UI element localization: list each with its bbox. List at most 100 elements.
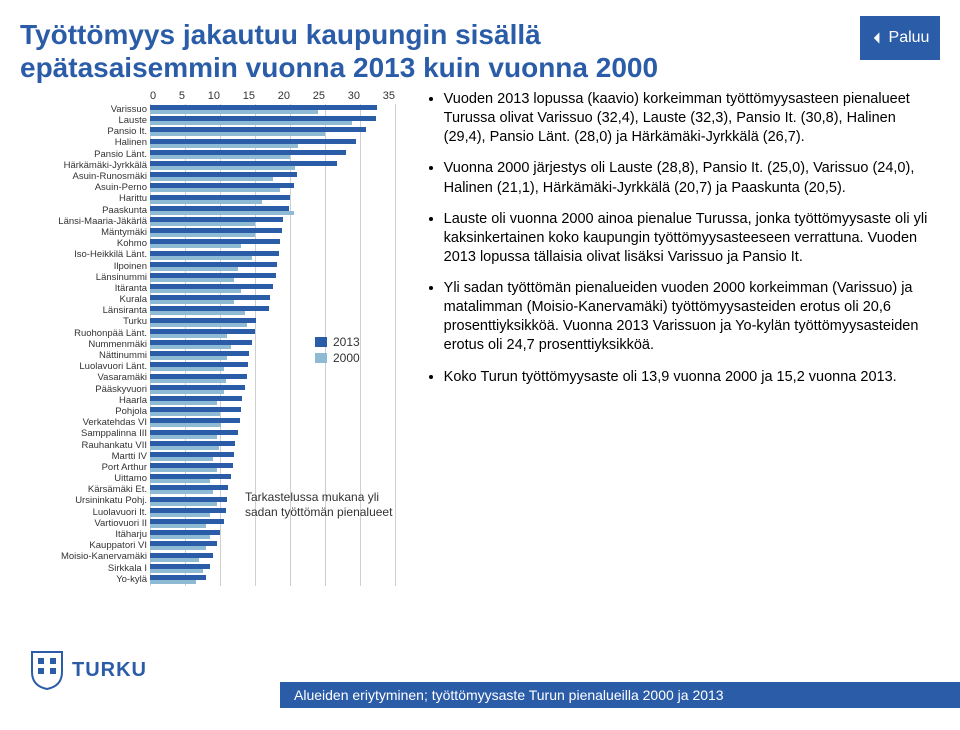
bar-2000: [150, 311, 245, 315]
bar-row: Sirkkala I: [20, 563, 416, 574]
bullet-item: Lauste oli vuonna 2000 ainoa pienalue Tu…: [444, 210, 940, 267]
bar-cell: [150, 182, 395, 193]
bar-cell: [150, 272, 395, 283]
bar-2000: [150, 502, 217, 506]
bar-cell: [150, 563, 395, 574]
bar-2000: [150, 110, 318, 114]
bar-2000: [150, 334, 227, 338]
x-axis-tick: 20: [278, 90, 290, 102]
bar-cell: [150, 205, 395, 216]
bar-2000: [150, 323, 247, 327]
bar-2000: [150, 267, 238, 271]
bar-2000: [150, 412, 220, 416]
bar-2000: [150, 233, 255, 237]
bar-row: Pääskyvuori: [20, 384, 416, 395]
bar-cell: [150, 160, 395, 171]
logo: TURKU: [30, 650, 147, 690]
bar-cell: [150, 138, 395, 149]
bar-row: Mäntymäki: [20, 227, 416, 238]
bar-label: Mäntymäki: [20, 228, 150, 238]
bar-cell: [150, 540, 395, 551]
bar-label: Nättinummi: [20, 351, 150, 361]
bar-row: Uittamo: [20, 473, 416, 484]
bar-label: Asuin-Runosmäki: [20, 172, 150, 182]
bar-label: Vartiovuori II: [20, 519, 150, 529]
back-button[interactable]: Paluu: [860, 16, 940, 60]
bar-2000: [150, 289, 241, 293]
bar-2000: [150, 177, 273, 181]
bar-label: Nummenmäki: [20, 340, 150, 350]
bar-row: Harittu: [20, 194, 416, 205]
bar-cell: [150, 104, 395, 115]
bar-2000: [150, 300, 234, 304]
bar-label: Pääskyvuori: [20, 385, 150, 395]
bullet-item: Vuonna 2000 järjestys oli Lauste (28,8),…: [444, 159, 940, 197]
bar-2000: [150, 244, 241, 248]
bar-label: Verkatehdas VI: [20, 418, 150, 428]
bar-2000: [150, 435, 217, 439]
bar-row: Länsinummi: [20, 272, 416, 283]
legend: 2013 2000: [315, 335, 360, 367]
bar-cell: [150, 294, 395, 305]
chart-note: Tarkastelussa mukana yli sadan työttömän…: [245, 490, 410, 520]
bar-label: Varissuo: [20, 105, 150, 115]
bar-2000: [150, 569, 203, 573]
bar-2000: [150, 278, 234, 282]
legend-label-2000: 2000: [333, 351, 360, 365]
bar-cell: [150, 250, 395, 261]
x-axis-tick: 15: [243, 90, 255, 102]
bar-cell: [150, 451, 395, 462]
bar-row: Asuin-Perno: [20, 182, 416, 193]
bar-2000: [150, 546, 206, 550]
bar-row: Moisio-Kanervamäki: [20, 552, 416, 563]
bar-2000: [150, 580, 196, 584]
bar-label: Uittamo: [20, 474, 150, 484]
bar-2000: [150, 423, 221, 427]
bar-cell: [150, 529, 395, 540]
bar-cell: [150, 216, 395, 227]
bar-label: Port Arthur: [20, 463, 150, 473]
bar-cell: [150, 429, 395, 440]
bar-row: Itäharju: [20, 529, 416, 540]
bar-row: Samppalinna III: [20, 429, 416, 440]
legend-swatch-2013: [315, 337, 327, 347]
bar-label: Paaskunta: [20, 206, 150, 216]
bar-label: Härkämäki-Jyrkkälä: [20, 161, 150, 171]
bar-2000: [150, 256, 252, 260]
bar-2000: [150, 121, 352, 125]
bar-label: Asuin-Perno: [20, 183, 150, 193]
bar-2000: [150, 200, 262, 204]
bar-cell: [150, 171, 395, 182]
bar-row: Pohjola: [20, 406, 416, 417]
bar-label: Lauste: [20, 116, 150, 126]
bar-row: Kohmo: [20, 238, 416, 249]
bar-row: Verkatehdas VI: [20, 417, 416, 428]
bar-row: Varissuo: [20, 104, 416, 115]
back-button-label: Paluu: [889, 29, 930, 47]
bar-row: Asuin-Runosmäki: [20, 171, 416, 182]
bar-cell: [150, 406, 395, 417]
bar-label: Rauhankatu VII: [20, 441, 150, 451]
bar-label: Pansio It.: [20, 127, 150, 137]
legend-item-2000: 2000: [315, 351, 360, 365]
bar-2000: [150, 457, 213, 461]
bar-row: Itäranta: [20, 283, 416, 294]
bar-label: Samppalinna III: [20, 429, 150, 439]
bar-2000: [150, 356, 227, 360]
bar-row: Lauste: [20, 115, 416, 126]
arrow-left-icon: [871, 31, 885, 45]
bar-label: Itäharju: [20, 530, 150, 540]
bar-row: Pansio Länt.: [20, 149, 416, 160]
bar-label: Moisio-Kanervamäki: [20, 552, 150, 562]
bar-label: Länsiranta: [20, 306, 150, 316]
bar-row: Rauhankatu VII: [20, 440, 416, 451]
bar-label: Halinen: [20, 138, 150, 148]
bar-label: Harittu: [20, 194, 150, 204]
x-axis-tick: 5: [179, 90, 185, 102]
bar-2000: [150, 468, 217, 472]
bar-label: Ursininkatu Pohj.: [20, 496, 150, 506]
bar-row: Haarla: [20, 395, 416, 406]
bar-row: Port Arthur: [20, 462, 416, 473]
bar-label: Luolavuori Länt.: [20, 362, 150, 372]
bar-label: Ruohonpää Länt.: [20, 329, 150, 339]
